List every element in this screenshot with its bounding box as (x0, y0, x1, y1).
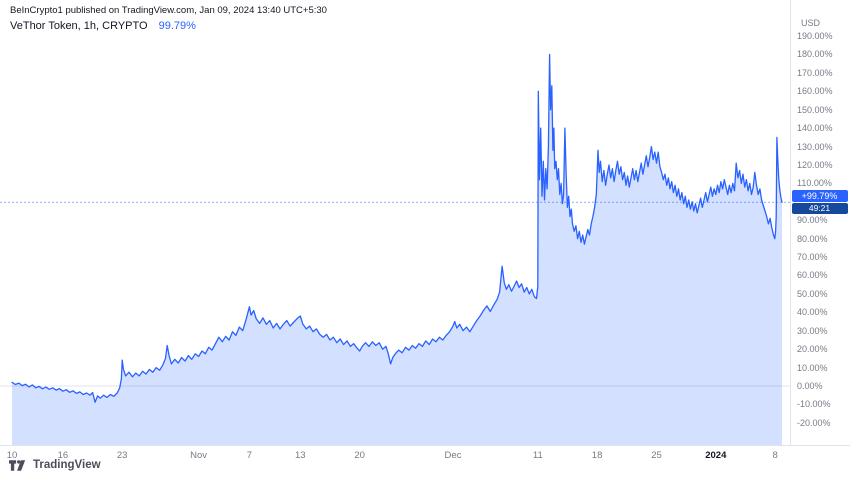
bar-countdown-badge: 49:21 (791, 202, 848, 214)
y-axis-label: 0.00% (797, 381, 823, 391)
y-axis-label: 80.00% (797, 233, 828, 244)
x-axis-label: 23 (116, 450, 128, 461)
y-axis-label: 30.00% (797, 325, 828, 336)
y-axis-label: 150.00% (797, 104, 833, 115)
x-axis-label: Nov (190, 450, 208, 461)
y-axis-label: 60.00% (797, 270, 828, 281)
x-axis-label: 8 (772, 450, 778, 461)
y-axis-label: 10.00% (797, 362, 828, 373)
y-axis-label: 50.00% (797, 288, 828, 299)
tradingview-footer-link[interactable]: TradingView (9, 459, 101, 471)
y-axis-label: 120.00% (797, 159, 833, 170)
price-chart-svg[interactable] (0, 0, 790, 445)
y-axis-label: -20.00% (797, 417, 831, 428)
x-axis-label: 7 (246, 450, 253, 461)
x-axis-label: 2024 (705, 450, 727, 461)
currency-label: USD (801, 18, 821, 28)
y-axis-label: 190.00% (797, 31, 833, 42)
x-axis-label: 16 (57, 450, 69, 461)
x-axis-label: 11 (532, 450, 543, 461)
y-axis-label: 140.00% (797, 123, 833, 134)
y-axis-label: 180.00% (797, 49, 833, 60)
x-axis-label: 13 (295, 450, 306, 461)
y-axis-label: 160.00% (797, 86, 833, 97)
y-axis-label: 40.00% (797, 307, 828, 318)
price-area-fill (12, 54, 782, 445)
y-axis-label: 70.00% (797, 252, 828, 263)
y-axis-label: 110.00% (797, 178, 832, 189)
y-axis-label: 130.00% (797, 141, 833, 152)
y-axis-label: -10.00% (797, 399, 831, 410)
x-axis-label: 20 (354, 450, 365, 461)
x-axis-label: 25 (651, 450, 662, 461)
x-axis-label: 10 (6, 450, 18, 461)
x-axis-label: 18 (591, 450, 603, 461)
y-axis-label: 20.00% (797, 344, 828, 355)
price-scale[interactable]: 190.00% 180.00% 170.00% 160.00% 150.00% 140.0… (790, 0, 850, 445)
tradingview-logo-icon (9, 459, 28, 471)
tradingview-wordmark: TradingView (33, 459, 101, 471)
published-attribution: BeInCrypto1 published on TradingView.com… (10, 5, 327, 16)
y-axis-label: 170.00% (797, 67, 833, 78)
price-line (11, 53, 783, 403)
change-percent: 99.79% (158, 20, 196, 32)
time-scale[interactable]: 10 16 23 Nov 7 13 20 Dec 11 18 25 2024 8 (0, 445, 850, 463)
last-price-badge: +99.79% (791, 190, 848, 203)
symbol-title-row: VeThor Token, 1h, CRYPTO 99.79% (10, 20, 196, 32)
y-axis-label: 90.00% (797, 215, 828, 226)
x-axis-label: Dec (444, 450, 462, 461)
symbol-title: VeThor Token, 1h, CRYPTO (10, 20, 148, 32)
